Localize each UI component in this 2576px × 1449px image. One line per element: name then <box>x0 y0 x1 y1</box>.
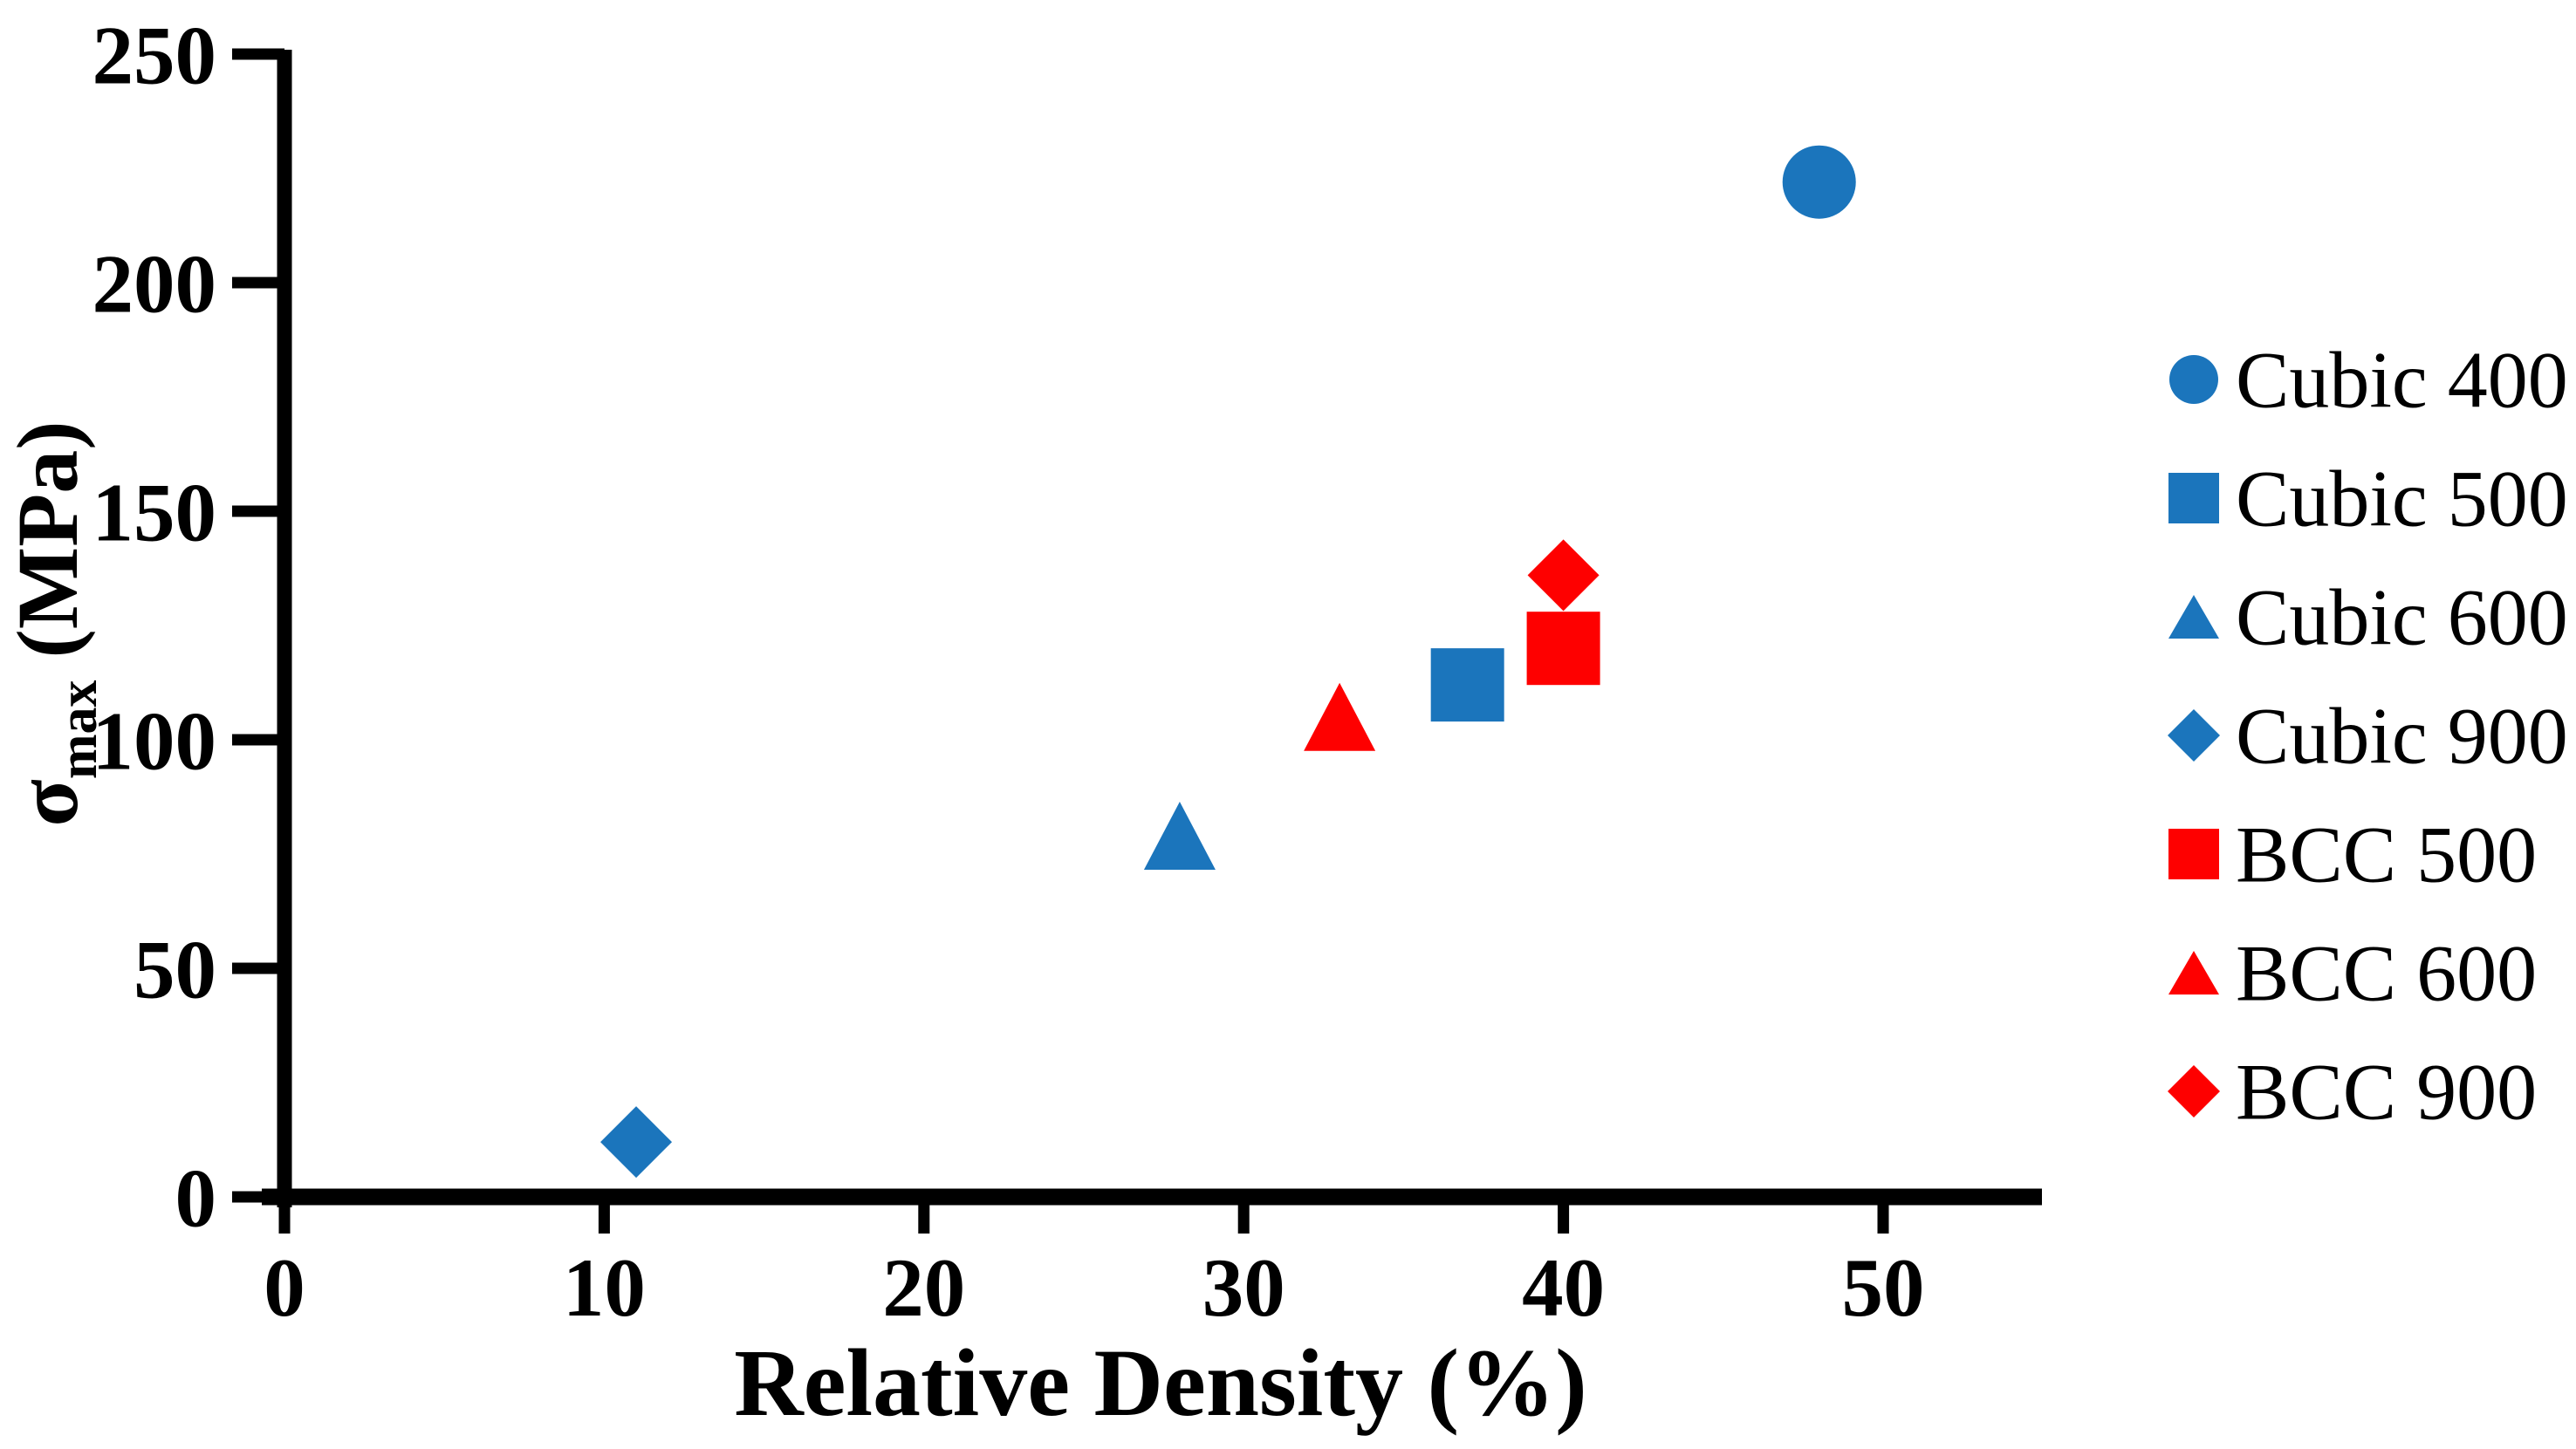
y-axis-title-sigma: σ <box>0 779 96 826</box>
y-axis-ticks <box>232 48 284 1203</box>
legend-diamond-icon <box>2168 709 2220 762</box>
x-tick-label-30: 30 <box>1202 1241 1285 1334</box>
x-axis-title: Relative Density (%) <box>734 1329 1587 1436</box>
data-point-bcc-500 <box>1526 612 1600 686</box>
legend-label-cubic-900: Cubic 900 <box>2236 691 2568 780</box>
x-tick-label-50: 50 <box>1842 1241 1925 1334</box>
legend-square-icon <box>2168 829 2219 879</box>
x-axis-tick-labels: 0 10 20 30 40 50 <box>264 1241 1924 1334</box>
legend-item-bcc-500: BCC 500 <box>2168 810 2537 899</box>
legend-label-cubic-500: Cubic 500 <box>2236 454 2568 543</box>
legend-item-bcc-600: BCC 600 <box>2168 928 2537 1017</box>
data-point-cubic-400 <box>1782 145 1856 219</box>
legend-label-bcc-500: BCC 500 <box>2236 810 2537 899</box>
legend-triangle-icon <box>2168 951 2219 994</box>
data-points <box>600 145 1856 1179</box>
legend-item-cubic-500: Cubic 500 <box>2168 454 2568 543</box>
data-point-bcc-600 <box>1304 682 1376 751</box>
data-point-bcc-900 <box>1527 539 1600 612</box>
x-tick-label-40: 40 <box>1522 1241 1605 1334</box>
y-tick-label-0: 0 <box>175 1152 217 1244</box>
legend-label-bcc-600: BCC 600 <box>2236 928 2537 1017</box>
legend: Cubic 400 Cubic 500 Cubic 600 Cubic 900 BCC … <box>2168 335 2568 1136</box>
y-tick-label-250: 250 <box>92 9 217 101</box>
legend-item-cubic-400: Cubic 400 <box>2169 335 2568 424</box>
legend-item-bcc-900: BCC 900 <box>2168 1047 2537 1136</box>
data-point-cubic-500 <box>1430 648 1504 722</box>
legend-item-cubic-900: Cubic 900 <box>2168 691 2568 780</box>
x-tick-label-0: 0 <box>264 1241 305 1334</box>
x-tick-label-20: 20 <box>882 1241 965 1334</box>
x-axis-ticks <box>278 1197 1889 1234</box>
legend-label-cubic-600: Cubic 600 <box>2236 572 2568 661</box>
data-point-cubic-600 <box>1143 802 1216 871</box>
y-axis-title-subscript: max <box>49 680 108 780</box>
legend-label-cubic-400: Cubic 400 <box>2236 335 2568 424</box>
y-tick-label-50: 50 <box>134 923 216 1015</box>
y-tick-label-100: 100 <box>92 694 217 787</box>
legend-label-bcc-900: BCC 900 <box>2236 1047 2537 1136</box>
legend-triangle-icon <box>2168 595 2219 639</box>
y-tick-label-150: 150 <box>92 466 217 558</box>
legend-circle-icon <box>2169 355 2218 404</box>
x-tick-label-10: 10 <box>563 1241 646 1334</box>
legend-item-cubic-600: Cubic 600 <box>2168 572 2568 661</box>
y-tick-label-200: 200 <box>92 237 217 330</box>
y-axis-tick-labels: 0 50 100 150 200 250 <box>92 9 217 1244</box>
y-axis-title-units: (MPa) <box>0 420 96 680</box>
legend-diamond-icon <box>2168 1065 2220 1118</box>
y-axis-title: σmax (MPa) <box>0 420 108 826</box>
data-point-cubic-900 <box>600 1106 673 1179</box>
legend-square-icon <box>2168 473 2219 523</box>
